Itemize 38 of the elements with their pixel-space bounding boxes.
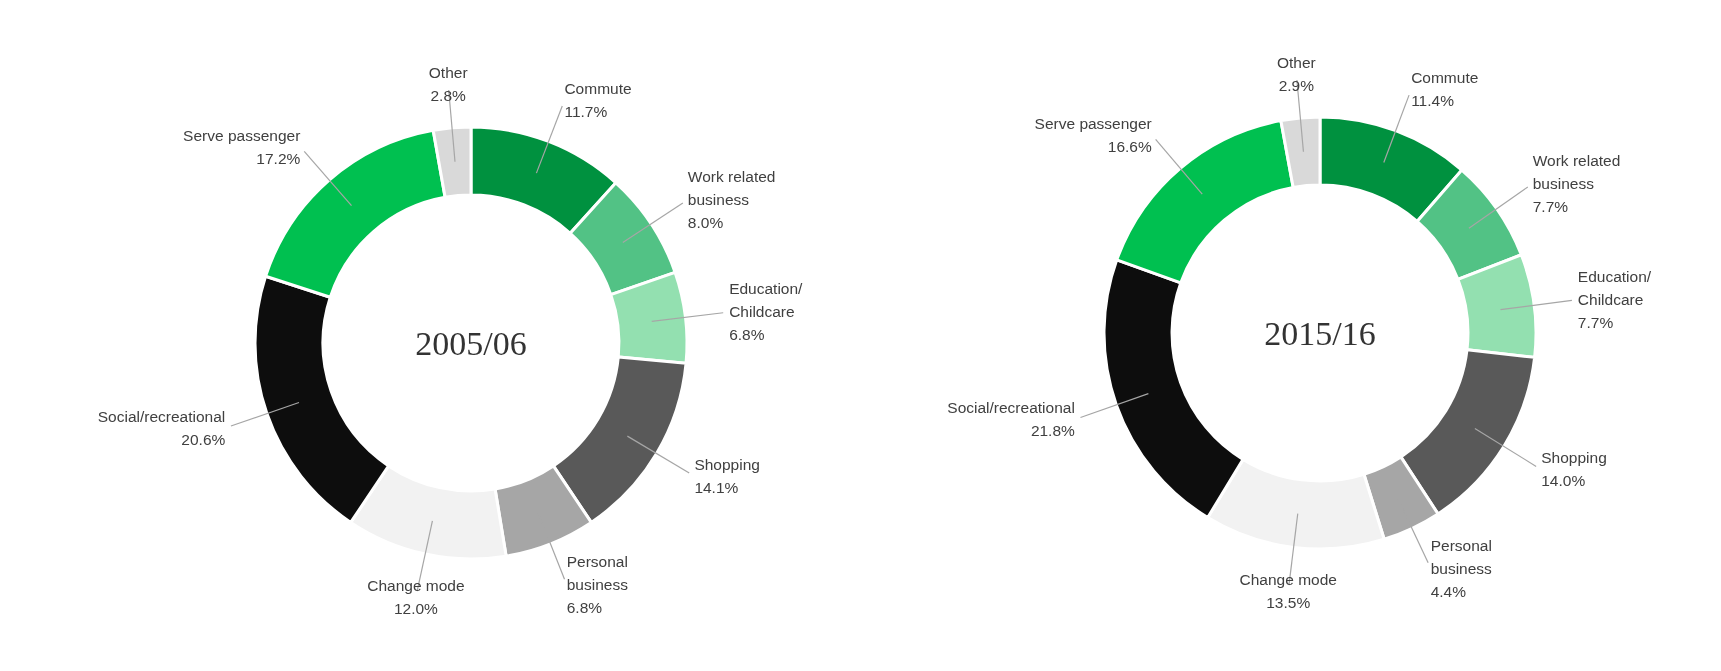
data-label: 16.6% — [1107, 137, 1152, 155]
slice-label: Work related business — [1532, 151, 1621, 192]
slice-label: Serve passenger — [183, 126, 301, 144]
slice-label: Social/recreational — [947, 399, 1075, 417]
data-label: 20.6% — [181, 430, 226, 448]
slice-label: Other — [428, 63, 468, 81]
data-label: 2.8% — [430, 86, 467, 104]
text: 2015/16 — [1264, 314, 1376, 352]
data-label: 21.8% — [1030, 422, 1076, 440]
slice-label: Personal business — [1430, 536, 1493, 577]
data-label: 2.9% — [1278, 77, 1315, 94]
data-label: 6.8% — [729, 326, 765, 344]
slice-label: Change mode — [367, 577, 465, 595]
data-label: 4.4% — [1430, 582, 1467, 600]
text: 2005/06 — [415, 324, 527, 362]
data-label: 11.7% — [564, 103, 608, 121]
data-label: 7.7% — [1577, 314, 1614, 332]
slice-label: Personal business — [566, 553, 629, 594]
slice-label: Change mode — [1239, 570, 1337, 588]
data-label: 6.8% — [566, 599, 603, 617]
slice-label: Commute — [564, 80, 632, 98]
data-label: 17.2% — [256, 149, 301, 167]
slice-label: Shopping — [1541, 449, 1607, 467]
slice-label: Work related business — [687, 168, 776, 208]
data-label: 14.1% — [694, 478, 739, 496]
data-label: 7.7% — [1532, 197, 1569, 215]
slice-label: Other — [1276, 54, 1316, 71]
slice-label: Education/ Childcare — [1577, 268, 1652, 309]
data-label: 12.0% — [393, 600, 439, 618]
slice-label: Serve passenger — [1034, 114, 1152, 132]
data-label: 11.4% — [1411, 92, 1455, 110]
data-label: 13.5% — [1266, 593, 1311, 611]
slice-label: Education/ Childcare — [729, 280, 804, 321]
slice-label: Shopping — [694, 455, 760, 473]
slice-label: Commute — [1411, 69, 1479, 87]
slice-label: Social/recreational — [97, 407, 226, 425]
data-label: 14.0% — [1541, 472, 1586, 490]
data-label: 8.0% — [687, 214, 724, 231]
